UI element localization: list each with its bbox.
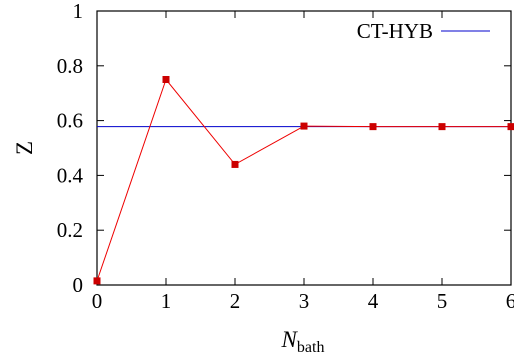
y-axis-label: Z	[12, 141, 37, 155]
data-point	[93, 277, 101, 285]
axis-ticks: 0 1 2 3 4 5 6 0 0.2 0.4 0.6 0.8 1	[57, 0, 514, 313]
data-point	[369, 123, 377, 131]
x-tick-label: 4	[368, 289, 379, 313]
x-tick-label: 0	[92, 289, 103, 313]
x-tick-label: 5	[437, 289, 448, 313]
series-line-nbath	[96, 78, 511, 282]
y-tick-label: 0	[73, 273, 84, 297]
data-point	[438, 123, 446, 131]
series-layer	[93, 76, 514, 285]
x-tick-label: 2	[230, 289, 241, 313]
plot-frame	[96, 10, 512, 286]
x-tick-label: 6	[506, 289, 514, 313]
y-tick-label: 0.2	[57, 218, 83, 242]
legend-label-ct-hyb: CT-HYB	[357, 19, 433, 43]
x-axis-label: Nbath	[281, 327, 325, 356]
y-tick-label: 0.8	[57, 54, 83, 78]
data-point	[300, 122, 308, 130]
data-point	[507, 123, 514, 131]
x-tick-label: 1	[161, 289, 172, 313]
x-axis-label-main: N	[281, 327, 299, 352]
y-tick-label: 0.4	[57, 163, 84, 187]
legend: CT-HYB	[357, 19, 490, 43]
data-point	[162, 76, 170, 83]
y-tick-label: 1	[73, 0, 84, 23]
y-tick-label: 0.6	[57, 109, 83, 133]
data-point	[231, 160, 239, 168]
x-axis-label-sub: bath	[297, 339, 325, 356]
x-tick-label: 3	[299, 289, 310, 313]
